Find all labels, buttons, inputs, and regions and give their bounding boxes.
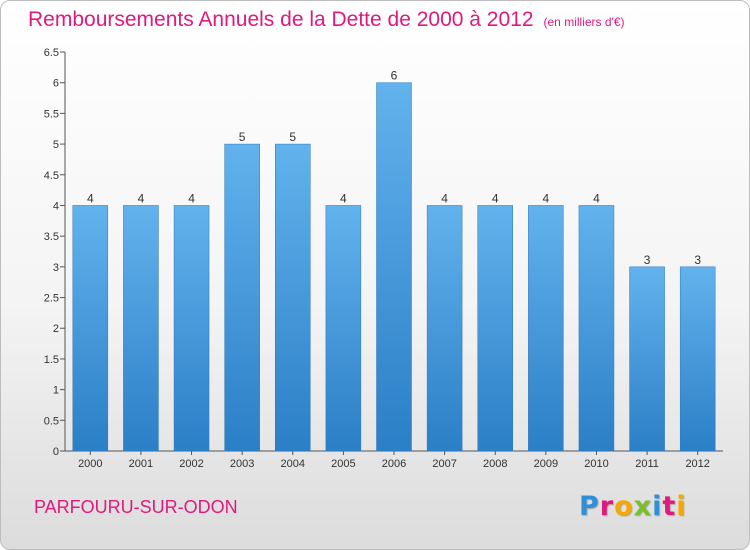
chart-title: Remboursements Annuels de la Dette de 20… xyxy=(28,8,625,32)
bar-value-label: 3 xyxy=(694,253,701,267)
y-tick-label: 5 xyxy=(53,139,59,151)
bar-value-label: 5 xyxy=(239,130,246,144)
x-tick-label: 2001 xyxy=(129,458,153,470)
x-tick-label: 2002 xyxy=(179,458,203,470)
x-tick-label: 2000 xyxy=(78,458,102,470)
city-name: PARFOURU-SUR-ODON xyxy=(34,497,238,517)
bar-value-label: 4 xyxy=(340,191,347,205)
proxiti-logo[interactable]: Proxiti xyxy=(579,491,687,522)
y-tick-label: 3 xyxy=(53,262,59,274)
bar xyxy=(325,205,362,452)
bar-value-label: 3 xyxy=(644,253,651,267)
bar-value-label: 4 xyxy=(593,191,600,205)
logo-letter: t xyxy=(662,491,677,522)
y-tick-label: 6 xyxy=(53,78,59,90)
y-tick-label: 0 xyxy=(53,446,59,458)
y-tick-label: 1 xyxy=(53,385,59,397)
bar xyxy=(629,266,665,452)
x-tick-label: 2008 xyxy=(483,458,507,470)
bar-value-label: 4 xyxy=(87,191,94,205)
y-tick-label: 2.5 xyxy=(44,293,59,305)
logo-letter: x xyxy=(633,491,653,522)
x-tick-label: 2005 xyxy=(331,458,355,470)
bar xyxy=(578,205,615,452)
chart-title-text: Remboursements Annuels de la Dette de 20… xyxy=(28,8,534,31)
bar xyxy=(528,205,564,452)
bar-value-label: 4 xyxy=(138,191,145,205)
bar xyxy=(376,82,412,452)
chart-bars xyxy=(72,82,716,452)
bar-value-label: 6 xyxy=(391,69,398,83)
y-tick-label: 2 xyxy=(53,323,59,335)
x-tick-label: 2004 xyxy=(281,458,305,470)
x-tick-label: 2007 xyxy=(432,458,456,470)
x-tick-label: 2011 xyxy=(635,458,659,470)
bar xyxy=(477,205,513,452)
bar xyxy=(173,205,210,452)
bar-value-label: 4 xyxy=(441,191,448,205)
x-tick-label: 2009 xyxy=(534,458,558,470)
bar xyxy=(72,205,109,452)
x-tick-label: 2010 xyxy=(584,458,608,470)
x-tick-label: 2003 xyxy=(230,458,254,470)
logo-letter: i xyxy=(652,491,663,522)
bar xyxy=(679,266,716,452)
chart-labels: 2000 4 2001 4 2002 4 2003 5 2004 5 2005 4 2006 6 2007 4… xyxy=(78,69,710,470)
y-tick-label: 4.5 xyxy=(44,170,59,182)
bar-value-label: 5 xyxy=(289,130,296,144)
logo-letter: r xyxy=(599,491,615,522)
y-tick-label: 1.5 xyxy=(44,354,59,366)
bar xyxy=(123,205,159,452)
logo-letter: i xyxy=(676,491,687,522)
y-tick-label: 0.5 xyxy=(44,415,59,427)
chart-unit-label: (en milliers d'€) xyxy=(543,15,625,29)
x-tick-label: 2006 xyxy=(382,458,406,470)
y-tick-label: 6.5 xyxy=(44,47,59,59)
y-tick-label: 3.5 xyxy=(44,231,59,243)
bar xyxy=(275,143,311,452)
y-tick-label: 5.5 xyxy=(44,108,59,120)
y-tick-label: 4 xyxy=(53,200,59,212)
bar-value-label: 4 xyxy=(543,191,550,205)
bar xyxy=(224,143,260,452)
logo-letter: o xyxy=(614,491,634,522)
bar-value-label: 4 xyxy=(492,191,499,205)
logo-letter: P xyxy=(579,491,600,522)
bar xyxy=(426,205,463,452)
x-tick-label: 2012 xyxy=(685,458,709,470)
bar-value-label: 4 xyxy=(188,191,195,205)
